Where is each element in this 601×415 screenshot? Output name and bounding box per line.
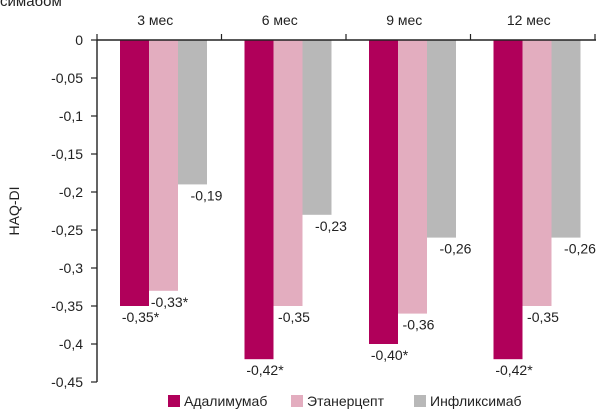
bar-adalimumab-4 xyxy=(493,40,523,360)
header-text-fragment: симабом xyxy=(0,0,62,10)
data-label-infliximab-2: -0,23 xyxy=(315,218,347,234)
data-label-etanercept-1: -0,33* xyxy=(151,294,189,310)
bar-etanercept-1 xyxy=(149,40,178,291)
legend-label-infliximab: Инфликсимаб xyxy=(430,393,522,409)
y-tick-label: -0,45 xyxy=(51,374,83,390)
legend-label-adalimumab: Адалимумаб xyxy=(184,393,267,409)
y-axis-title: HAQ-DI xyxy=(6,187,22,236)
bar-infliximab-3 xyxy=(427,40,456,238)
data-label-infliximab-3: -0,26 xyxy=(440,241,472,257)
y-tick-label: -0,2 xyxy=(59,184,83,200)
x-tick-label-3: 9 мес xyxy=(386,12,422,28)
data-label-infliximab-4: -0,26 xyxy=(564,241,596,257)
data-label-infliximab-1: -0,19 xyxy=(191,187,223,203)
bar-etanercept-2 xyxy=(273,40,303,306)
legend-swatch-adalimumab xyxy=(168,395,180,407)
y-tick-label: -0,1 xyxy=(59,108,83,124)
bar-etanercept-4 xyxy=(522,40,552,306)
bar-infliximab-4 xyxy=(551,40,581,238)
data-label-etanercept-4: -0,35 xyxy=(527,309,559,325)
data-label-etanercept-3: -0,36 xyxy=(403,317,435,333)
y-tick-label: -0,4 xyxy=(59,336,83,352)
legend-swatch-infliximab xyxy=(414,395,426,407)
legend-label-etanercept: Этанерцепт xyxy=(307,393,385,409)
data-label-etanercept-2: -0,35 xyxy=(278,309,310,325)
bar-adalimumab-1 xyxy=(120,40,149,306)
data-label-adalimumab-3: -0,40* xyxy=(371,347,409,363)
y-tick-label: -0,05 xyxy=(51,70,83,86)
data-label-adalimumab-1: -0,35* xyxy=(122,309,160,325)
bar-infliximab-1 xyxy=(178,40,207,185)
y-tick-label: -0,3 xyxy=(59,260,83,276)
y-tick-label: 0 xyxy=(75,32,83,48)
y-tick-label: -0,15 xyxy=(51,146,83,162)
x-tick-label-2: 6 мес xyxy=(262,12,298,28)
bar-etanercept-3 xyxy=(398,40,427,314)
legend-swatch-etanercept xyxy=(291,395,303,407)
data-label-adalimumab-2: -0,42* xyxy=(246,362,284,378)
bar-infliximab-2 xyxy=(302,40,332,215)
bar-adalimumab-2 xyxy=(244,40,274,360)
y-tick-label: -0,25 xyxy=(51,222,83,238)
data-label-adalimumab-4: -0,42* xyxy=(495,362,533,378)
x-tick-label-4: 12 мес xyxy=(507,12,551,28)
x-tick-label-1: 3 мес xyxy=(137,12,173,28)
y-tick-label: -0,35 xyxy=(51,298,83,314)
bar-adalimumab-3 xyxy=(369,40,398,344)
